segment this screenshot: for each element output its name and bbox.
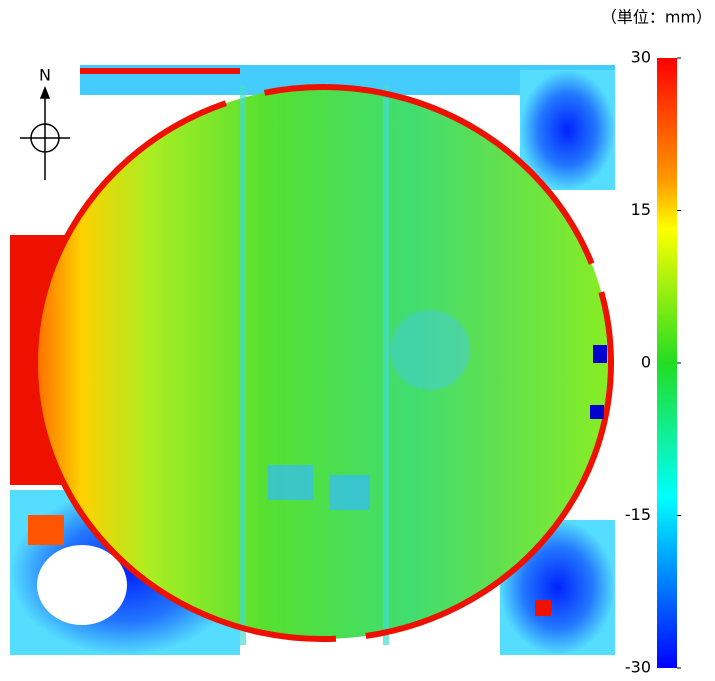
colorbar-tick-label: -30 [625,658,651,677]
compass [20,85,70,180]
colorbar-tick-label: -15 [625,505,651,524]
compass-label: N [39,66,51,85]
heatmap [10,65,615,655]
colorbar-tick-label: 30 [631,48,651,67]
colorbar-tick-label: 0 [641,353,651,372]
unit-label: （単位：mm） [601,8,712,27]
colorbar [657,58,677,668]
colorbar-tick-label: 15 [631,200,651,219]
